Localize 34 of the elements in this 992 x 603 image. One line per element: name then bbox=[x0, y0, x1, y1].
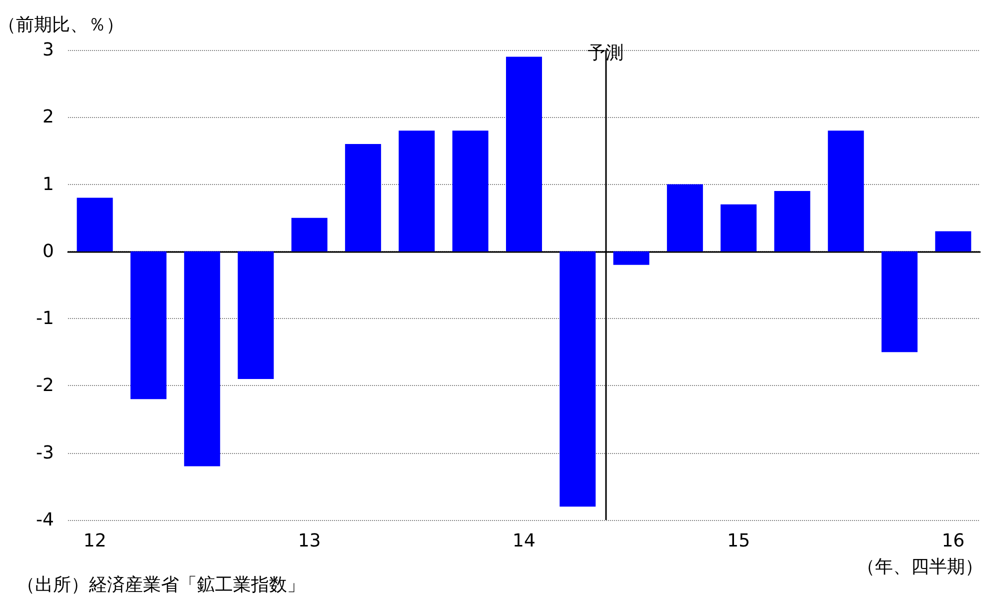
bar bbox=[238, 251, 274, 379]
y-tick-label: 3 bbox=[42, 40, 54, 60]
y-tick-label: -3 bbox=[36, 442, 54, 464]
bar bbox=[720, 204, 757, 252]
bar bbox=[506, 56, 542, 252]
bar bbox=[935, 231, 972, 252]
bar bbox=[560, 251, 596, 507]
bar bbox=[452, 130, 488, 252]
y-tick-label: -1 bbox=[36, 308, 54, 330]
bar bbox=[828, 130, 864, 252]
ref-line-label: 予測 bbox=[588, 42, 624, 64]
x-tick-label: 16 bbox=[942, 530, 965, 552]
x-tick-label: 13 bbox=[298, 530, 321, 552]
x-tick-label: 14 bbox=[512, 530, 536, 552]
y-axis-title: （前期比、％） bbox=[0, 14, 124, 36]
bar bbox=[666, 184, 703, 252]
bar bbox=[882, 251, 918, 352]
y-tick-label: -2 bbox=[36, 375, 54, 396]
y-tick-label: 1 bbox=[42, 174, 54, 195]
bar bbox=[774, 191, 810, 252]
y-tick-label: 0 bbox=[42, 240, 54, 262]
x-tick-label: 15 bbox=[727, 530, 750, 552]
y-tick-label: 2 bbox=[42, 106, 54, 128]
text: （出所）経済産業省「鉱工業指数」 bbox=[17, 574, 305, 596]
bar bbox=[76, 198, 113, 252]
y-tick-label: -4 bbox=[36, 510, 54, 530]
bar bbox=[345, 144, 382, 252]
bar bbox=[613, 251, 650, 265]
bar bbox=[184, 251, 220, 466]
bar bbox=[130, 251, 166, 400]
bar bbox=[398, 130, 435, 252]
x-tick-label: 12 bbox=[83, 530, 106, 552]
x-axis-title: （年、四半期） bbox=[857, 556, 983, 578]
bar bbox=[291, 218, 328, 252]
